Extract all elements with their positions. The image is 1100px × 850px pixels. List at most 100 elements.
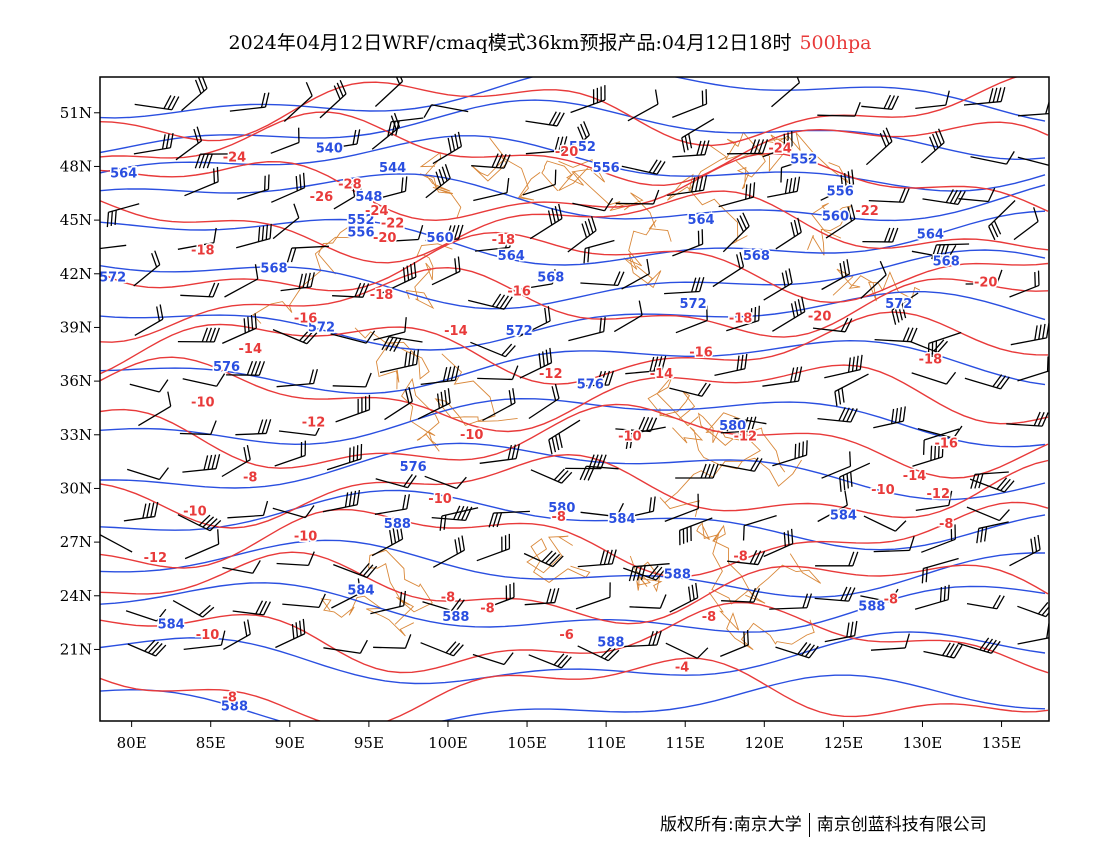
wind-barb xyxy=(422,598,465,613)
boundary-line xyxy=(434,353,518,426)
height-contour-label: 568 xyxy=(537,270,564,285)
temperature-contour-label: -8 xyxy=(884,592,898,607)
x-tick-label: 130E xyxy=(903,734,943,752)
wind-barb xyxy=(679,517,713,546)
wind-barb xyxy=(182,373,226,387)
wind-barb xyxy=(375,176,408,200)
wind-barb xyxy=(873,536,915,553)
wind-barb xyxy=(969,477,1015,493)
height-contour xyxy=(100,631,1046,685)
height-contour xyxy=(100,210,1046,266)
boundary-line xyxy=(832,268,921,302)
wind-barb xyxy=(970,151,1015,165)
temperature-contour-label: -18 xyxy=(729,312,753,327)
contour-layer xyxy=(100,77,1049,721)
y-tick-label: 36N xyxy=(60,372,92,390)
wind-barb xyxy=(970,471,1009,489)
temperature-contour-label: -8 xyxy=(551,510,565,525)
wind-barb xyxy=(331,578,361,609)
temperature-contour-label: -24 xyxy=(365,204,389,219)
wind-barb xyxy=(133,250,161,287)
boundary-line xyxy=(320,595,415,637)
map-frame xyxy=(99,76,1050,722)
temperature-contour-label: -8 xyxy=(733,549,747,564)
wind-barb xyxy=(472,652,514,666)
y-tick-label: 30N xyxy=(60,479,92,497)
wind-barb xyxy=(528,383,560,420)
wind-barb xyxy=(333,177,363,210)
temperature-contour-label: -8 xyxy=(702,610,716,625)
wind-barb xyxy=(222,560,261,574)
wind-barb xyxy=(976,521,1009,544)
height-contour xyxy=(100,249,1046,310)
wind-barb xyxy=(621,258,651,290)
height-contour-label: 584 xyxy=(608,512,635,527)
boundary-line xyxy=(368,549,433,625)
y-tick-label: 21N xyxy=(60,640,92,658)
y-tick-label: 33N xyxy=(60,426,92,444)
boundary-line xyxy=(471,137,541,201)
x-tick-label: 115E xyxy=(665,734,705,752)
wind-barb xyxy=(177,514,222,532)
height-contour-label: 572 xyxy=(885,297,912,312)
wind-barb xyxy=(722,212,750,253)
y-tick-label: 42N xyxy=(60,265,92,283)
temperature-contour-label: -10 xyxy=(460,428,484,443)
wind-barb xyxy=(477,365,519,381)
wind-barb xyxy=(420,641,464,657)
wind-barb xyxy=(762,366,803,387)
wind-barb xyxy=(664,493,700,523)
wind-barb xyxy=(473,177,510,202)
wind-barb xyxy=(127,467,169,481)
wind-barb xyxy=(621,630,662,648)
height-contour-label: 556 xyxy=(347,226,374,241)
wind-barb xyxy=(719,457,763,472)
wind-barb xyxy=(625,426,666,449)
wind-barb xyxy=(915,490,953,512)
wind-barb xyxy=(374,77,404,107)
temperature-contour-label: -18 xyxy=(191,244,215,259)
temperature-contour xyxy=(100,190,1049,264)
temperature-contour-label: -12 xyxy=(144,551,168,566)
wind-barb xyxy=(1017,356,1049,382)
wind-barb xyxy=(775,217,802,250)
boundary-line xyxy=(659,457,802,517)
boundary-line xyxy=(765,132,849,183)
wind-barb xyxy=(917,425,963,439)
wind-barb xyxy=(177,227,217,250)
temperature-contour-label: -4 xyxy=(675,660,689,675)
wind-barb xyxy=(134,95,180,111)
wind-barb xyxy=(817,490,848,523)
wind-barb xyxy=(319,79,347,119)
wind-barb xyxy=(127,639,167,657)
wind-barb-layer xyxy=(100,77,1049,669)
wind-barb xyxy=(123,501,159,522)
wind-barb xyxy=(475,232,514,252)
height-contour-label: 576 xyxy=(577,378,604,393)
title-level: 500hpa xyxy=(799,32,872,54)
wind-barb xyxy=(834,373,869,407)
wind-barb xyxy=(965,269,1003,285)
wind-barb xyxy=(1017,99,1049,117)
wind-barb xyxy=(194,153,236,169)
wind-barb xyxy=(417,388,451,420)
wind-barb xyxy=(570,85,606,114)
height-contour xyxy=(100,489,1046,551)
wind-barb xyxy=(870,633,910,651)
wind-barb xyxy=(720,416,757,434)
wind-barb xyxy=(769,593,813,610)
temperature-contour xyxy=(100,601,1049,674)
temperature-contour-label: -18 xyxy=(370,288,394,303)
wind-barb xyxy=(911,244,957,259)
wind-barb xyxy=(286,245,329,263)
wind-barb xyxy=(763,268,793,301)
wind-barb xyxy=(425,164,451,199)
y-tick-label: 51N xyxy=(60,104,92,122)
wind-barb xyxy=(481,582,515,611)
wind-barb xyxy=(326,443,363,471)
wind-barb xyxy=(370,590,407,615)
temperature-contour-label: -10 xyxy=(191,396,215,411)
wind-barb xyxy=(270,127,300,154)
wind-barb xyxy=(439,507,479,531)
